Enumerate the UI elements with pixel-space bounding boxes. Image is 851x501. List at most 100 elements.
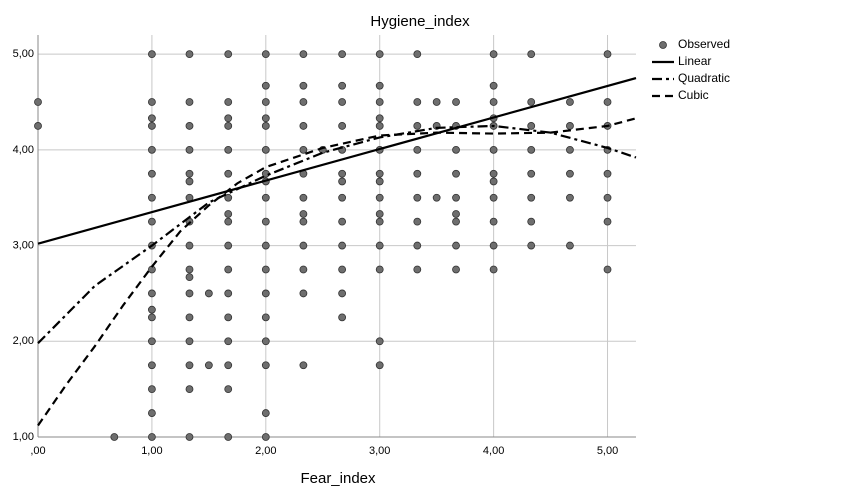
data-point bbox=[224, 361, 233, 370]
data-point bbox=[148, 433, 156, 441]
data-point bbox=[375, 193, 384, 202]
data-point bbox=[489, 217, 498, 226]
data-point bbox=[527, 98, 536, 106]
data-point bbox=[261, 289, 270, 298]
data-point bbox=[338, 81, 347, 90]
data-point bbox=[148, 122, 156, 130]
data-point bbox=[261, 50, 270, 59]
data-point bbox=[489, 145, 498, 154]
data-point bbox=[299, 289, 308, 298]
data-point bbox=[185, 169, 194, 178]
data-point bbox=[185, 337, 194, 346]
data-point bbox=[527, 193, 536, 202]
data-point bbox=[566, 169, 574, 178]
data-point bbox=[148, 114, 156, 123]
data-point bbox=[489, 98, 498, 106]
data-point bbox=[299, 98, 308, 106]
data-point bbox=[148, 409, 156, 417]
data-point bbox=[185, 265, 194, 274]
data-point bbox=[204, 361, 213, 370]
y-tick-label: 3,00 bbox=[13, 239, 34, 251]
data-point bbox=[148, 193, 156, 202]
data-point bbox=[375, 114, 384, 123]
data-point bbox=[489, 193, 498, 202]
y-tick-label: 1,00 bbox=[13, 431, 34, 443]
data-point bbox=[338, 217, 347, 226]
data-point bbox=[413, 98, 422, 106]
data-point bbox=[224, 217, 233, 226]
data-point bbox=[375, 50, 384, 59]
legend-label: Observed bbox=[678, 37, 730, 51]
data-point bbox=[527, 145, 536, 154]
data-point bbox=[338, 50, 347, 59]
data-point bbox=[375, 241, 384, 250]
data-point bbox=[375, 337, 384, 346]
data-point bbox=[148, 385, 156, 394]
fit-line bbox=[37, 117, 637, 427]
data-point bbox=[148, 313, 156, 322]
data-point bbox=[375, 265, 384, 274]
data-point bbox=[224, 385, 233, 394]
data-point bbox=[261, 409, 270, 417]
data-point bbox=[299, 50, 308, 59]
data-point bbox=[224, 50, 233, 59]
data-point bbox=[185, 289, 194, 298]
data-point bbox=[148, 337, 156, 346]
data-point bbox=[110, 433, 119, 441]
data-point bbox=[299, 241, 308, 250]
data-point bbox=[413, 241, 422, 250]
chart-title: Hygiene_index bbox=[370, 13, 470, 30]
data-point bbox=[299, 193, 308, 202]
fit-line bbox=[37, 124, 637, 344]
x-tick-label: 3,00 bbox=[369, 445, 390, 457]
data-point bbox=[452, 265, 460, 274]
data-point bbox=[375, 217, 384, 226]
data-point bbox=[148, 98, 156, 106]
data-point bbox=[489, 265, 498, 274]
data-point bbox=[224, 210, 233, 218]
data-point bbox=[224, 114, 233, 123]
data-point bbox=[338, 193, 347, 202]
data-point bbox=[261, 193, 270, 202]
data-point bbox=[527, 122, 536, 130]
data-point bbox=[224, 122, 233, 130]
data-point bbox=[224, 337, 233, 346]
data-point bbox=[185, 50, 194, 59]
data-point bbox=[375, 210, 384, 218]
y-tick-label: 2,00 bbox=[13, 335, 34, 347]
data-point bbox=[148, 145, 156, 154]
data-point bbox=[224, 241, 233, 250]
data-point bbox=[338, 98, 347, 106]
data-point bbox=[375, 177, 384, 186]
data-point bbox=[338, 169, 347, 178]
data-point bbox=[185, 385, 194, 394]
data-point bbox=[413, 169, 422, 178]
data-point bbox=[527, 217, 536, 226]
data-point bbox=[185, 145, 194, 154]
data-point bbox=[452, 210, 460, 218]
data-point bbox=[261, 433, 270, 441]
data-point bbox=[185, 241, 194, 250]
legend-label: Quadratic bbox=[678, 71, 730, 85]
data-point bbox=[452, 169, 460, 178]
data-point bbox=[224, 433, 233, 441]
data-point bbox=[34, 98, 42, 106]
data-point bbox=[375, 361, 384, 370]
data-point bbox=[338, 265, 347, 274]
legend-label: Cubic bbox=[678, 88, 709, 102]
data-point bbox=[224, 265, 233, 274]
data-point bbox=[489, 50, 498, 59]
data-point bbox=[299, 210, 308, 218]
data-point bbox=[185, 98, 194, 106]
data-point bbox=[566, 145, 574, 154]
x-tick-label: ,00 bbox=[30, 445, 45, 457]
data-point bbox=[489, 177, 498, 186]
data-point bbox=[299, 265, 308, 274]
data-point bbox=[603, 217, 612, 226]
data-point bbox=[566, 98, 574, 106]
data-point bbox=[261, 98, 270, 106]
data-point bbox=[527, 50, 536, 59]
x-tick-label: 5,00 bbox=[597, 445, 618, 457]
data-point bbox=[452, 241, 460, 250]
